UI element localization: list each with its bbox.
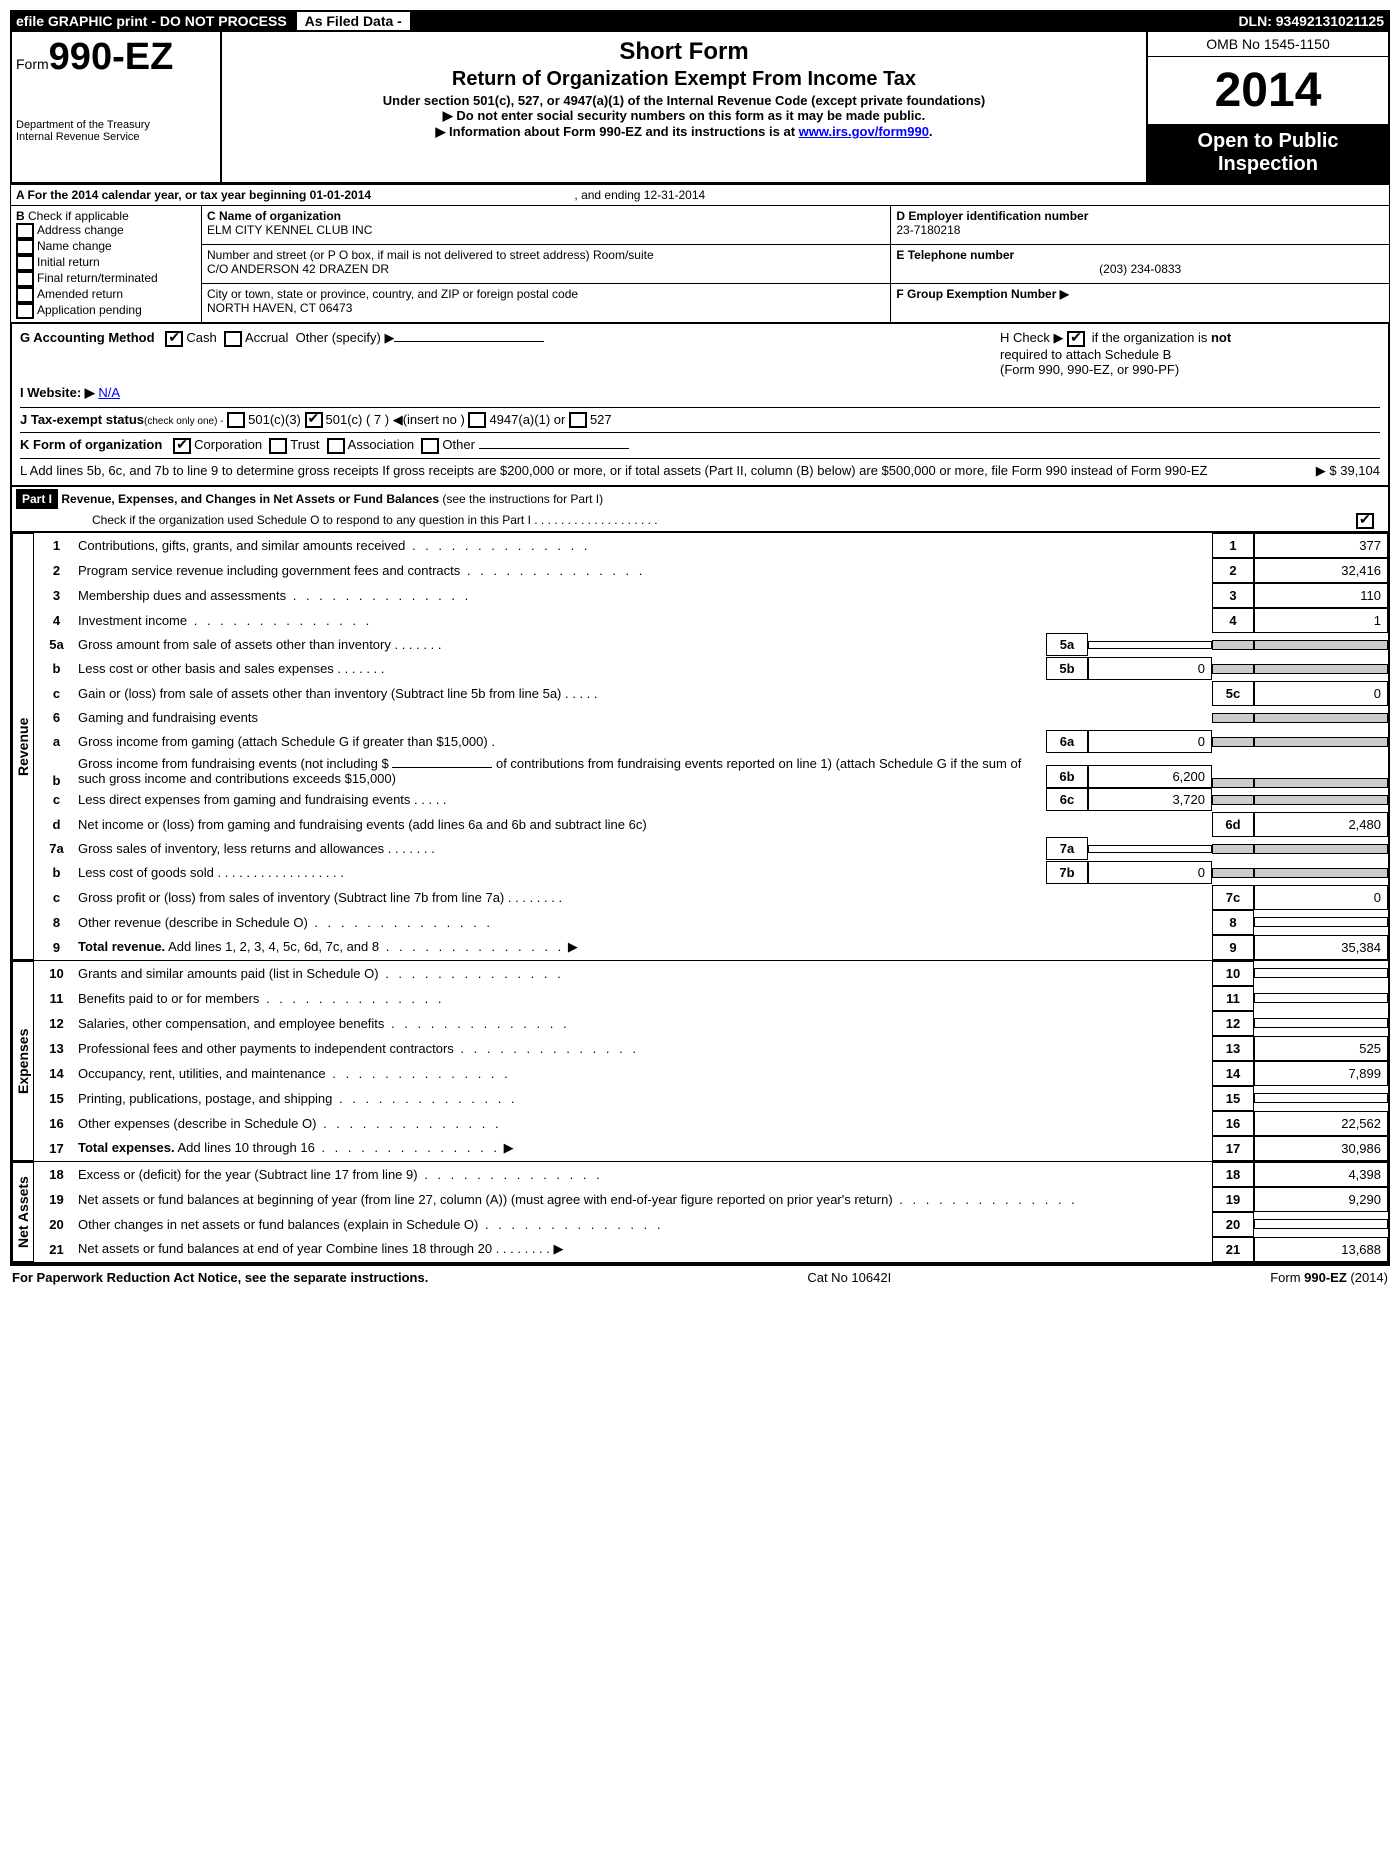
box-c-city: City or town, state or province, country… xyxy=(202,284,891,323)
as-filed-box: As Filed Data - xyxy=(297,12,410,30)
cb-address[interactable] xyxy=(16,223,34,239)
cb-trust[interactable] xyxy=(269,438,287,454)
cb-corp[interactable] xyxy=(173,438,191,454)
line-g: G Accounting Method Cash Accrual Other (… xyxy=(20,330,544,377)
box-e: E Telephone number (203) 234-0833 xyxy=(891,245,1390,284)
cb-501c3[interactable] xyxy=(227,412,245,428)
title-short-form: Short Form xyxy=(230,38,1138,66)
cb-name[interactable] xyxy=(16,239,34,255)
cb-initial[interactable] xyxy=(16,255,34,271)
cb-accrual[interactable] xyxy=(224,331,242,347)
header-left: Form990-EZ Department of the Treasury In… xyxy=(12,32,222,182)
cb-sched-b[interactable] xyxy=(1067,331,1085,347)
info-table: A For the 2014 calendar year, or tax yea… xyxy=(10,184,1390,323)
note-info owns: ▶ Information about Form 990-EZ and its … xyxy=(230,124,1138,140)
form-header: Form990-EZ Department of the Treasury In… xyxy=(10,32,1390,184)
line-l: L Add lines 5b, 6c, and 7b to line 9 to … xyxy=(20,458,1380,479)
dept-irs: Internal Revenue Service xyxy=(16,131,216,143)
footer-left: For Paperwork Reduction Act Notice, see … xyxy=(12,1270,428,1285)
line-a: A For the 2014 calendar year, or tax yea… xyxy=(11,185,1390,206)
footer-mid: Cat No 10642I xyxy=(807,1270,891,1285)
cb-schedule-o[interactable] xyxy=(1356,513,1374,529)
subtitle: Under section 501(c), 527, or 4947(a)(1)… xyxy=(230,93,1138,108)
form-number: Form990-EZ xyxy=(16,36,216,79)
cb-cash[interactable] xyxy=(165,331,183,347)
top-bar: efile GRAPHIC print - DO NOT PROCESS As … xyxy=(10,10,1390,32)
box-c-name: C Name of organization ELM CITY KENNEL C… xyxy=(202,206,891,245)
cb-other-org[interactable] xyxy=(421,438,439,454)
cb-amended[interactable] xyxy=(16,287,34,303)
line-i: I Website: ▶ N/A xyxy=(20,385,1380,401)
title-return: Return of Organization Exempt From Incom… xyxy=(230,68,1138,91)
expenses-section: Expenses 10Grants and similar amounts pa… xyxy=(10,960,1390,1161)
revenue-label: Revenue xyxy=(12,533,34,960)
line-j: J Tax-exempt status(check only one) - 50… xyxy=(20,407,1380,429)
netassets-label: Net Assets xyxy=(12,1162,34,1262)
header-right: OMB No 1545-1150 2014 Open to PublicInsp… xyxy=(1146,32,1388,182)
tax-year: 2014 xyxy=(1148,57,1388,124)
irs-link[interactable]: www.irs.gov/form990 xyxy=(799,124,929,139)
part1-header: Part I Revenue, Expenses, and Changes in… xyxy=(10,487,1390,533)
cb-501c[interactable] xyxy=(305,412,323,428)
dln: DLN: 93492131021125 xyxy=(1238,13,1384,29)
omb-number: OMB No 1545-1150 xyxy=(1148,32,1388,57)
box-b: B Check if applicable Address change Nam… xyxy=(11,206,202,323)
website-link[interactable]: N/A xyxy=(98,385,120,400)
box-c-street: Number and street (or P O box, if mail i… xyxy=(202,245,891,284)
netassets-section: Net Assets 18Excess or (deficit) for the… xyxy=(10,1161,1390,1264)
cb-pending[interactable] xyxy=(16,303,34,319)
note-ssn: ▶ Do not enter social security numbers o… xyxy=(230,108,1138,124)
cb-527[interactable] xyxy=(569,412,587,428)
revenue-section: Revenue 1Contributions, gifts, grants, a… xyxy=(10,533,1390,960)
box-d: D Employer identification number 23-7180… xyxy=(891,206,1390,245)
dept-treasury: Department of the Treasury xyxy=(16,119,216,131)
top-bar-left: efile GRAPHIC print - DO NOT PROCESS As … xyxy=(16,13,410,29)
line-h: H Check ▶ if the organization is not req… xyxy=(1000,330,1380,377)
part1-label: Part I xyxy=(16,489,58,509)
box-f: F Group Exemption Number ▶ xyxy=(891,284,1390,323)
cb-assoc[interactable] xyxy=(327,438,345,454)
header-center: Short Form Return of Organization Exempt… xyxy=(222,32,1146,182)
line-k: K Form of organization Corporation Trust… xyxy=(20,432,1380,454)
open-inspection: Open to PublicInspection xyxy=(1148,124,1388,182)
cb-final[interactable] xyxy=(16,271,34,287)
footer-right: Form 990-EZ (2014) xyxy=(1270,1270,1388,1285)
cb-4947[interactable] xyxy=(468,412,486,428)
expenses-label: Expenses xyxy=(12,961,34,1161)
section-g-l: G Accounting Method Cash Accrual Other (… xyxy=(10,323,1390,487)
page-footer: For Paperwork Reduction Act Notice, see … xyxy=(10,1264,1390,1289)
